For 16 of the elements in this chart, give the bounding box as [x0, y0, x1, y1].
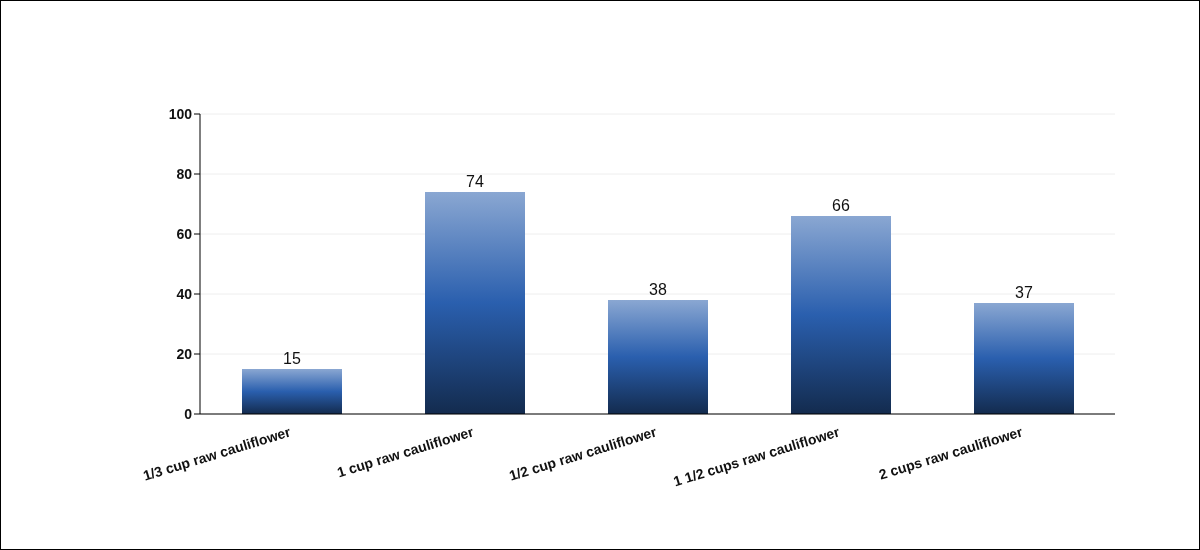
bar — [608, 300, 708, 414]
bar — [242, 369, 342, 414]
bar — [974, 303, 1074, 414]
y-tick-label: 60 — [176, 225, 193, 242]
data-label: 66 — [832, 197, 850, 214]
bar — [791, 216, 891, 414]
y-tick-label: 100 — [168, 105, 193, 122]
data-label: 37 — [1015, 284, 1033, 301]
y-tick-label: 80 — [176, 165, 193, 182]
data-label: 74 — [466, 173, 484, 190]
y-tick-label: 20 — [176, 345, 193, 362]
bar — [425, 192, 525, 414]
data-label: 38 — [649, 281, 667, 298]
data-label: 15 — [283, 350, 301, 367]
y-tick-label: 40 — [176, 285, 193, 302]
y-tick-label: 0 — [184, 405, 193, 422]
